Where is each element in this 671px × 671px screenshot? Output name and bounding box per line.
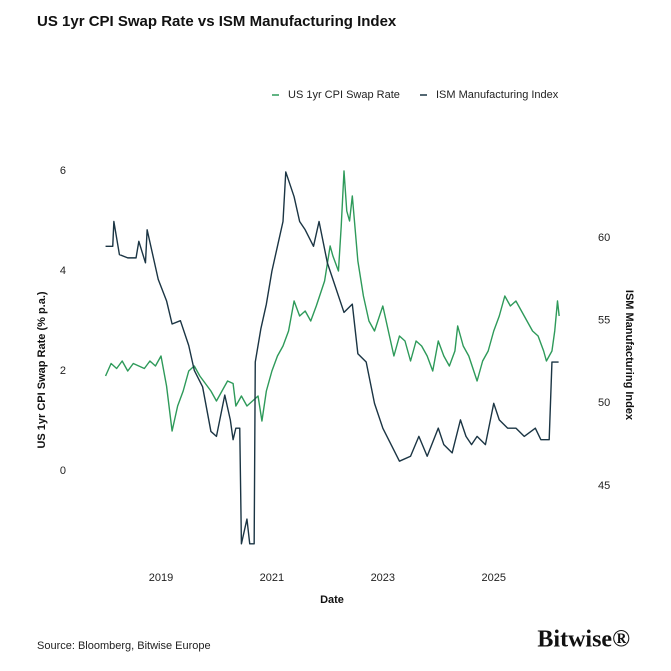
x-axis-title: Date (320, 594, 344, 606)
y-tick-label: 2 (60, 365, 66, 377)
series-line (104, 170, 560, 432)
y-tick-label: 6 (60, 165, 66, 177)
y2-tick-label: 60 (598, 232, 610, 244)
y2-tick-label: 45 (598, 480, 610, 492)
y-tick-label: 4 (60, 265, 66, 277)
legend-label: ISM Manufacturing Index (436, 89, 559, 101)
y2-tick-label: 55 (598, 315, 610, 327)
y-axis-title: US 1yr CPI Swap Rate (% p.a.) (36, 291, 48, 448)
y-tick-label: 0 (60, 465, 66, 477)
y2-tick-label: 50 (598, 397, 610, 409)
source-note: Source: Bloomberg, Bitwise Europe (37, 640, 211, 652)
x-tick-label: 2019 (149, 572, 173, 584)
chart-title: US 1yr CPI Swap Rate vs ISM Manufacturin… (37, 13, 397, 30)
x-tick-label: 2023 (371, 572, 395, 584)
brand-logo: Bitwise® (537, 627, 630, 653)
x-tick-label: 2021 (260, 572, 284, 584)
x-tick-label: 2025 (481, 572, 505, 584)
legend-label: US 1yr CPI Swap Rate (288, 89, 400, 101)
y2-axis-title: ISM Manufacturing Index (623, 290, 635, 421)
series-line (105, 171, 559, 545)
